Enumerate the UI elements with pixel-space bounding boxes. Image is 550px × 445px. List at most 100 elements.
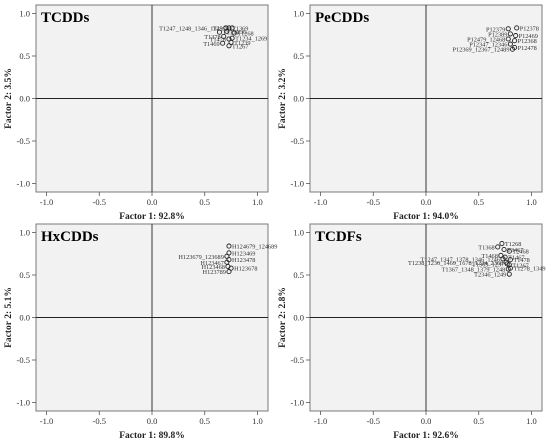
x-axis-label: Factor 1: 92.6% bbox=[393, 431, 459, 440]
point-label: H123467 bbox=[200, 260, 223, 267]
point-label: P12469 bbox=[519, 33, 538, 40]
x-tick-label: 1.0 bbox=[526, 197, 537, 207]
y-tick-label: 0.5 bbox=[19, 270, 30, 280]
point-label: T1379 bbox=[222, 30, 238, 37]
point-label: T1247_1347_1378_1346_1246 bbox=[421, 256, 500, 263]
point-label: P12347_12346 bbox=[469, 42, 507, 49]
data-point bbox=[231, 30, 237, 36]
data-point bbox=[505, 266, 511, 272]
data-point bbox=[507, 31, 513, 37]
data-point bbox=[507, 257, 513, 263]
point-label: P12389 bbox=[488, 31, 507, 38]
y-tick-label: 1.0 bbox=[293, 228, 304, 238]
y-tick-label: -0.5 bbox=[17, 136, 30, 146]
data-point bbox=[500, 256, 506, 262]
x-axis-label: Factor 1: 92.8% bbox=[119, 212, 185, 222]
point-label: T1368 bbox=[478, 244, 494, 251]
data-point bbox=[226, 43, 232, 49]
point-label: T1236 bbox=[230, 29, 246, 36]
point-label: T1367_1348_1379_1248 bbox=[442, 267, 506, 274]
data-point bbox=[513, 33, 519, 39]
point-label: H123679_123689 bbox=[178, 254, 223, 261]
data-point bbox=[501, 246, 507, 253]
point-label: T1238_1236_1469_1678_1234_2368 bbox=[408, 260, 503, 267]
panel-hxcdds: -1.0 -0.5 0.0 0.5 1.0 1.0 0.5 0.0 -0.5 -1.0 HxCDDs… bbox=[4, 223, 277, 441]
point-label: T1469 bbox=[203, 41, 219, 48]
point-label: P12378 bbox=[520, 25, 539, 32]
y-tick-label: 1.0 bbox=[293, 9, 304, 19]
y-tick-label: -0.5 bbox=[17, 355, 30, 365]
data-point bbox=[220, 40, 226, 46]
x-tick-label: 0.5 bbox=[199, 416, 210, 426]
x-tick-label: -0.5 bbox=[367, 416, 380, 426]
point-label: T1468 bbox=[481, 253, 497, 260]
point-label: T2346_1249 bbox=[474, 272, 506, 279]
point-label: P12369_12367_12489 bbox=[452, 47, 509, 54]
point-label: T1369_1237 bbox=[472, 261, 504, 268]
data-point bbox=[226, 243, 232, 249]
point-label: P12379 bbox=[486, 26, 505, 33]
x-tick-label: 0.0 bbox=[147, 416, 158, 426]
point-label: T1369 bbox=[232, 25, 248, 32]
point-label: P12368 bbox=[518, 38, 537, 45]
point-label: T1239 bbox=[234, 40, 250, 47]
data-point bbox=[223, 25, 229, 31]
data-point bbox=[499, 240, 505, 247]
y-tick-label: -1.0 bbox=[291, 179, 304, 189]
point-label: T1278_1349 bbox=[513, 266, 545, 273]
y-tick-label: -0.5 bbox=[291, 136, 304, 146]
y-tick-label: 0.5 bbox=[293, 270, 304, 280]
x-tick-label: 0.0 bbox=[147, 197, 158, 207]
y-tick-label: 1.0 bbox=[19, 228, 30, 238]
data-point bbox=[224, 28, 230, 34]
x-tick-label: 1.0 bbox=[252, 197, 263, 207]
x-tick-label: -1.0 bbox=[314, 416, 327, 426]
data-point bbox=[509, 46, 516, 52]
point-label: T2378 bbox=[213, 25, 229, 32]
panel-title: TCDDs bbox=[41, 10, 90, 26]
y-tick-label: 0.5 bbox=[293, 51, 304, 61]
point-label: P12479_12468 bbox=[467, 37, 505, 44]
data-point bbox=[507, 41, 513, 47]
y-tick-label: 1.0 bbox=[19, 9, 30, 19]
x-tick-label: 0.5 bbox=[199, 197, 210, 207]
point-label: T1267 bbox=[512, 262, 528, 269]
x-axis-label: Factor 1: 89.8% bbox=[119, 431, 185, 440]
point-label: T1268 bbox=[237, 31, 253, 38]
point-label: T1467 bbox=[508, 255, 524, 262]
x-tick-label: 1.0 bbox=[526, 416, 537, 426]
point-label: T1378 bbox=[204, 34, 220, 41]
y-tick-label: -1.0 bbox=[291, 398, 304, 408]
y-axis-label: Factor 2: 5.1% bbox=[4, 287, 14, 348]
x-tick-label: 0.5 bbox=[473, 416, 484, 426]
x-axis-label: Factor 1: 94.0% bbox=[393, 212, 459, 222]
panel-title: TCDFs bbox=[315, 229, 362, 245]
y-axis-label: Factor 2: 3.5% bbox=[4, 68, 14, 129]
x-tick-label: 0.5 bbox=[473, 197, 484, 207]
y-tick-label: 0.5 bbox=[19, 51, 30, 61]
data-point bbox=[221, 33, 227, 40]
point-label: H123478 bbox=[232, 257, 255, 264]
data-point bbox=[226, 269, 232, 275]
y-tick-label: 0.0 bbox=[19, 94, 30, 104]
data-point bbox=[506, 248, 512, 254]
x-tick-label: -1.0 bbox=[40, 197, 53, 207]
y-tick-label: -1.0 bbox=[17, 179, 30, 189]
panel-tcdds: -1.0 -0.5 0.0 0.5 1.0 1.0 0.5 0.0 -0.5 -1.0 TCDDs F… bbox=[4, 4, 269, 222]
panel-pecdds: -1.0 -0.5 0.0 0.5 1.0 1.0 0.5 0.0 -0.5 -1.0 PeCDDs… bbox=[278, 4, 543, 222]
x-tick-label: 0.0 bbox=[421, 197, 432, 207]
point-label: H123469 bbox=[232, 250, 255, 257]
x-tick-label: 0.0 bbox=[421, 416, 432, 426]
y-tick-label: 0.0 bbox=[293, 313, 304, 323]
point-label: T1234_1269 bbox=[235, 36, 267, 43]
point-label: T1267 bbox=[232, 43, 248, 50]
data-point bbox=[216, 29, 223, 35]
x-tick-label: -0.5 bbox=[93, 416, 106, 426]
y-tick-label: 0.0 bbox=[293, 94, 304, 104]
x-tick-label: -1.0 bbox=[314, 197, 327, 207]
data-point bbox=[512, 38, 518, 44]
y-tick-label: -1.0 bbox=[17, 398, 30, 408]
point-label: T1478 bbox=[210, 37, 226, 44]
data-point bbox=[514, 25, 520, 31]
